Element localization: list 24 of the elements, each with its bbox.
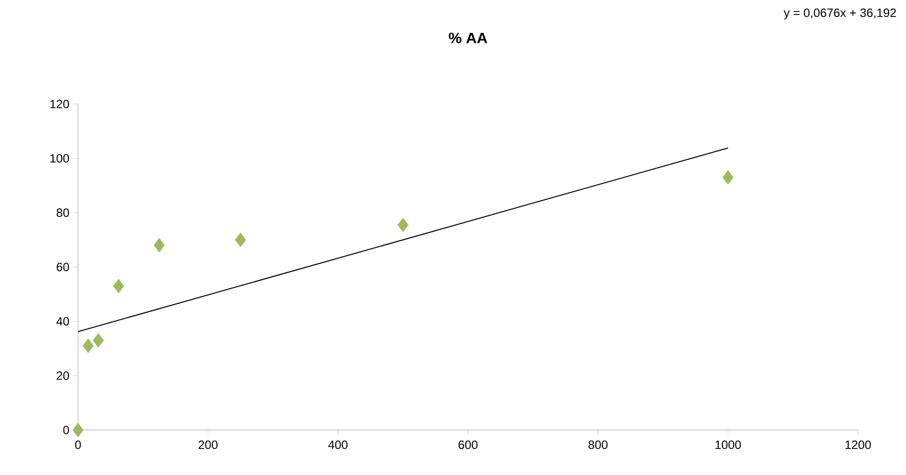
point [154,238,165,252]
y-tick-label: 120 [50,100,70,108]
chart-title: % AA [448,32,488,44]
y-tick-label: 40 [56,317,70,326]
x-tick-label: 400 [328,440,348,450]
x-tick-label: 200 [198,440,218,450]
y-tick-label: 20 [56,371,70,380]
y-tick-label: 60 [56,262,70,272]
point [722,170,734,185]
text: y = 0,0676x + 36,192 [784,8,896,20]
point [113,278,124,294]
y-tick-label: 80 [56,208,70,217]
point [82,338,94,353]
x-tick-label: 800 [588,440,608,450]
y-tick-label: 0 [63,426,70,434]
x-tick-label: 1000 [716,440,741,450]
point [398,218,408,232]
x-tick-label: 0 [75,440,81,450]
y-tick-label: 100 [50,154,70,163]
x-tick-label: 600 [458,440,478,450]
x-tick-label: 1200 [846,440,871,450]
point [235,232,246,248]
point [72,422,84,438]
point [92,333,104,348]
